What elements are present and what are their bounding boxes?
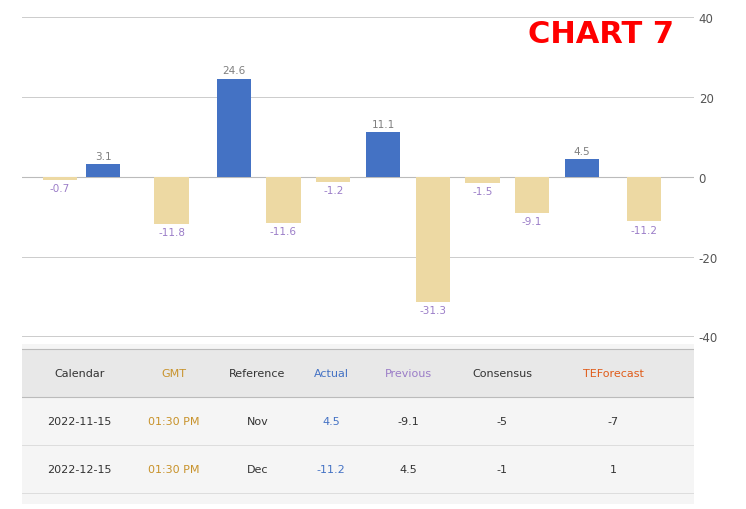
Text: -5: -5 (497, 416, 508, 426)
Text: -9.1: -9.1 (522, 217, 542, 227)
Text: -11.8: -11.8 (158, 228, 185, 238)
Text: Reference: Reference (229, 369, 286, 378)
Text: Nov: Nov (246, 416, 269, 426)
Text: 2022-12-15: 2022-12-15 (47, 464, 112, 474)
Text: -7: -7 (608, 416, 618, 426)
Text: -31.3: -31.3 (419, 305, 446, 315)
Bar (266, 178, 301, 223)
Text: GMT: GMT (161, 369, 186, 378)
Text: 1: 1 (609, 464, 617, 474)
Text: Previous: Previous (385, 369, 432, 378)
Bar (366, 133, 400, 178)
Text: -9.1: -9.1 (398, 416, 419, 426)
Text: Calendar: Calendar (54, 369, 104, 378)
Bar (416, 178, 450, 302)
Bar (316, 178, 351, 182)
Text: 2022-11-15: 2022-11-15 (47, 416, 112, 426)
Text: 01:30 PM: 01:30 PM (148, 464, 199, 474)
Text: -11.2: -11.2 (317, 464, 345, 474)
Bar (515, 178, 549, 214)
Bar (43, 178, 77, 180)
Bar (565, 159, 599, 178)
Text: -11.2: -11.2 (630, 225, 657, 235)
Text: -0.7: -0.7 (49, 183, 70, 193)
Text: 11.1: 11.1 (372, 120, 395, 130)
Text: 4.5: 4.5 (322, 416, 340, 426)
Text: TRADINGECONOMICS.COM | FEDERAL RESERVE BANK OF NEW YORK: TRADINGECONOMICS.COM | FEDERAL RESERVE B… (312, 378, 565, 387)
Text: 3.1: 3.1 (95, 152, 111, 162)
Bar (154, 178, 189, 224)
Text: Dec: Dec (247, 464, 268, 474)
Text: 01:30 PM: 01:30 PM (148, 416, 199, 426)
Text: -1: -1 (497, 464, 508, 474)
Bar (22, 349, 694, 397)
Text: 24.6: 24.6 (222, 66, 245, 76)
Text: Consensus: Consensus (472, 369, 533, 378)
Text: TEForecast: TEForecast (583, 369, 644, 378)
Text: CHART 7: CHART 7 (527, 20, 674, 49)
Bar (216, 79, 251, 178)
Text: 4.5: 4.5 (400, 464, 417, 474)
Bar (466, 178, 500, 183)
Text: -11.6: -11.6 (270, 227, 297, 237)
Text: 4.5: 4.5 (574, 146, 590, 156)
Bar (627, 178, 661, 222)
Text: Actual: Actual (314, 369, 348, 378)
Bar (86, 165, 120, 178)
Text: -1.5: -1.5 (472, 187, 492, 196)
Text: -1.2: -1.2 (323, 185, 343, 195)
